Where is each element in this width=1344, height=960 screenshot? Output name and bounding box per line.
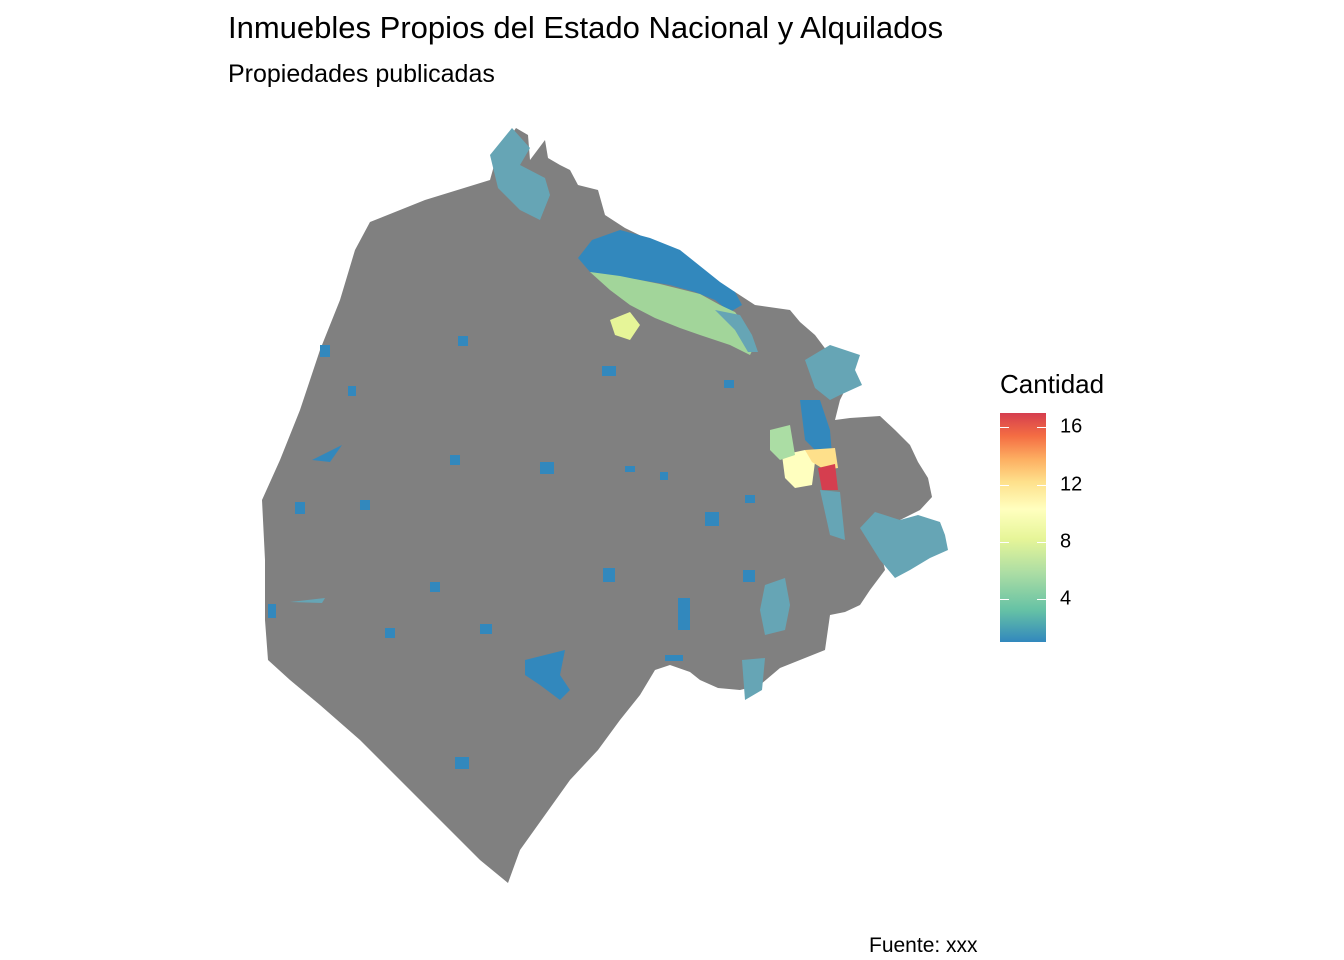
- region-teal-east: [715, 310, 758, 352]
- legend-title: Cantidad: [1000, 369, 1105, 399]
- tract-7: [705, 512, 719, 526]
- legend-tick-label: 12: [1060, 473, 1083, 496]
- caption: Fuente: xxx: [869, 934, 978, 957]
- region-center-green: [770, 425, 795, 460]
- tract-14: [430, 582, 440, 592]
- tract-18: [458, 336, 468, 346]
- legend-tick-label: 8: [1060, 530, 1072, 553]
- tract-2: [480, 624, 492, 634]
- region-teal-se: [860, 512, 948, 578]
- region-south-teal: [760, 578, 790, 635]
- tract-9: [602, 366, 616, 376]
- legend-tick-label: 4: [1060, 587, 1072, 610]
- region-center-blue: [800, 400, 832, 455]
- region-yellow-nw: [610, 312, 640, 340]
- tract-11: [295, 502, 305, 514]
- region-nw: [490, 128, 550, 220]
- tract-15: [665, 655, 683, 661]
- region-center-yellow: [805, 448, 838, 470]
- tract-23: [312, 445, 342, 462]
- region-center-teal: [820, 490, 845, 540]
- tract-16: [450, 455, 460, 465]
- tract-10: [320, 345, 330, 357]
- tract-6: [743, 570, 755, 582]
- tract-1: [455, 757, 469, 769]
- region-port: [805, 345, 862, 400]
- tract-17: [348, 386, 356, 396]
- region-center-lightyellow: [782, 450, 815, 488]
- tract-12: [268, 604, 276, 618]
- region-south2-teal: [742, 658, 765, 700]
- legend-colorbar: [1000, 413, 1046, 642]
- tract-8: [540, 462, 554, 474]
- legend-tick-mark: [1037, 484, 1046, 486]
- region-center-red: [818, 464, 838, 490]
- legend-tick-mark: [1000, 541, 1009, 543]
- tract-sw: [525, 650, 570, 700]
- legend-tick-mark: [1037, 427, 1046, 429]
- legend-tick-mark: [1000, 599, 1009, 601]
- region-coast-blue: [578, 230, 742, 312]
- legend-tick-mark: [1037, 541, 1046, 543]
- region-green-belt: [590, 272, 755, 355]
- city-outline: [262, 128, 932, 883]
- legend-tick-mark: [1000, 427, 1009, 429]
- tract-3: [385, 628, 395, 638]
- chart-title: Inmuebles Propios del Estado Nacional y …: [228, 10, 944, 45]
- tract-20: [745, 495, 755, 503]
- tract-21: [724, 380, 734, 388]
- legend-tick-label: 16: [1060, 415, 1083, 438]
- chart-subtitle: Propiedades publicadas: [228, 60, 495, 88]
- tract-22: [660, 472, 668, 480]
- tract-13: [360, 500, 370, 510]
- tract-19: [625, 466, 635, 472]
- legend-tick-mark: [1037, 599, 1046, 601]
- tract-4: [678, 598, 690, 630]
- tract-5: [603, 568, 615, 582]
- tract-24: [290, 598, 325, 603]
- legend-tick-mark: [1000, 484, 1009, 486]
